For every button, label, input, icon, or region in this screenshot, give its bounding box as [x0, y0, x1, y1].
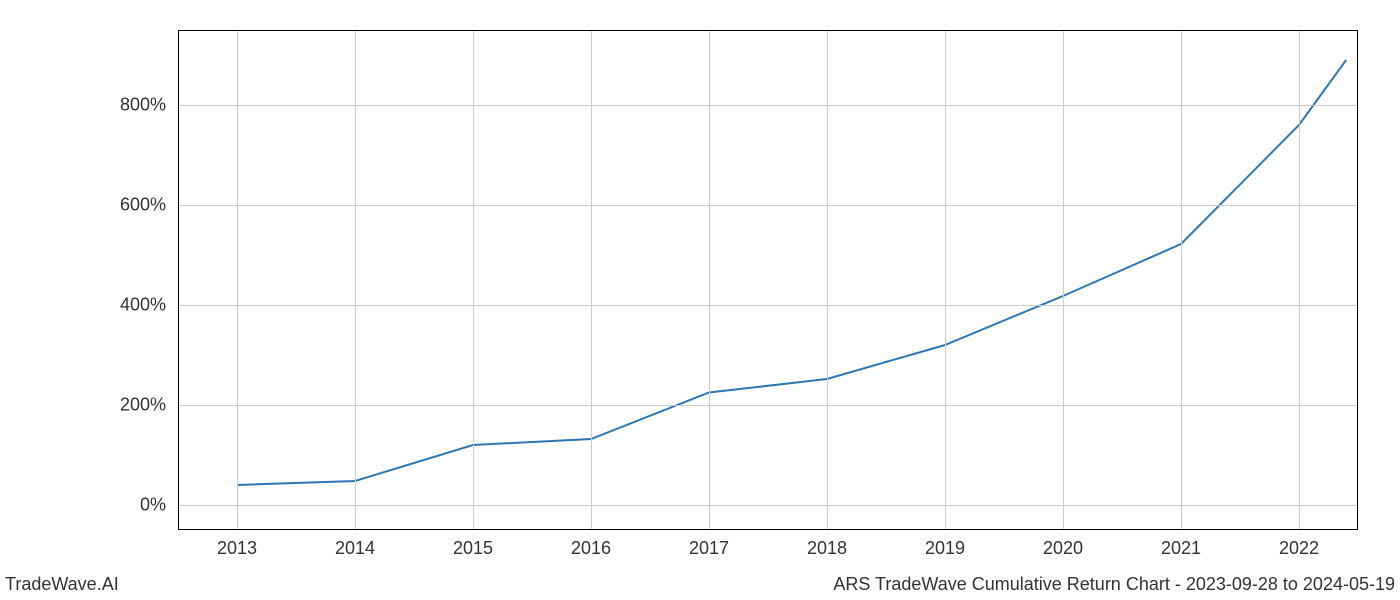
x-tick-label: 2013: [217, 538, 257, 559]
line-path: [237, 60, 1346, 485]
gridline-vertical: [473, 30, 474, 530]
x-tick-label: 2016: [571, 538, 611, 559]
gridline-vertical: [1299, 30, 1300, 530]
y-tick-label: 200%: [120, 395, 166, 416]
gridline-vertical: [1063, 30, 1064, 530]
x-tick-label: 2021: [1161, 538, 1201, 559]
plot-area: [178, 30, 1358, 530]
x-tick-label: 2015: [453, 538, 493, 559]
x-tick-label: 2020: [1043, 538, 1083, 559]
y-tick-label: 0%: [140, 495, 166, 516]
x-tick-label: 2022: [1279, 538, 1319, 559]
footer-left: TradeWave.AI: [5, 574, 119, 595]
y-tick-label: 600%: [120, 195, 166, 216]
axis-spine: [178, 529, 1358, 530]
axis-spine: [1357, 30, 1358, 530]
gridline-vertical: [237, 30, 238, 530]
x-tick-label: 2014: [335, 538, 375, 559]
gridline-vertical: [591, 30, 592, 530]
chart-container: TradeWave.AI ARS TradeWave Cumulative Re…: [0, 0, 1400, 600]
gridline-vertical: [1181, 30, 1182, 530]
axis-spine: [178, 30, 1358, 31]
x-tick-label: 2018: [807, 538, 847, 559]
x-tick-label: 2019: [925, 538, 965, 559]
gridline-vertical: [355, 30, 356, 530]
axis-spine: [178, 30, 179, 530]
gridline-vertical: [945, 30, 946, 530]
y-tick-label: 400%: [120, 295, 166, 316]
gridline-vertical: [709, 30, 710, 530]
footer-right: ARS TradeWave Cumulative Return Chart - …: [833, 574, 1395, 595]
gridline-vertical: [827, 30, 828, 530]
y-tick-label: 800%: [120, 95, 166, 116]
x-tick-label: 2017: [689, 538, 729, 559]
